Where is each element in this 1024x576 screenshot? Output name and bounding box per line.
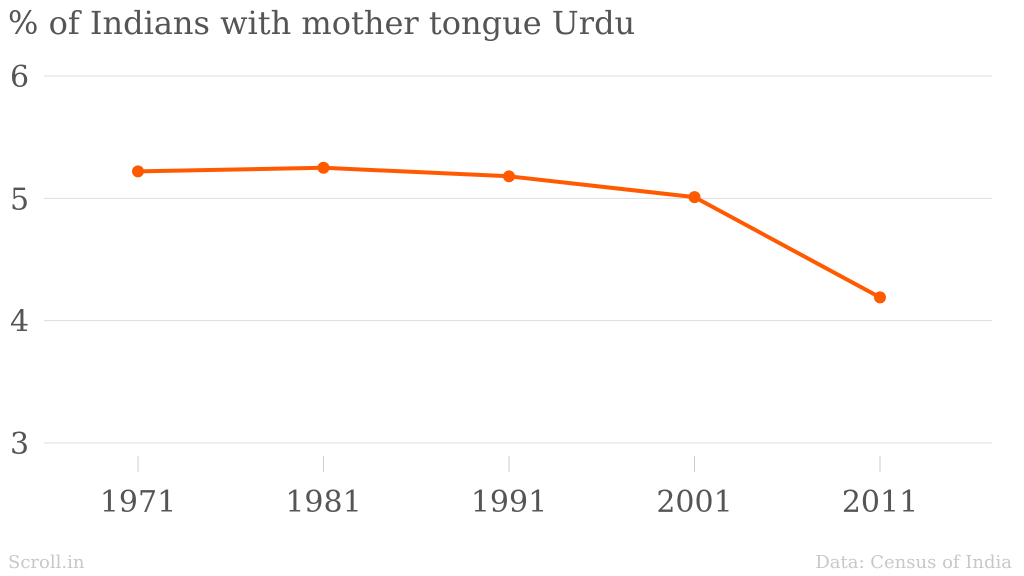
series-line <box>136 165 882 300</box>
x-axis-ticks: 1971 1981 1991 2001 2011 <box>100 456 918 520</box>
data-point <box>503 170 515 183</box>
x-tick-label: 2001 <box>656 485 732 520</box>
y-tick-label: 3 <box>10 427 29 462</box>
data-points <box>132 161 886 304</box>
data-point <box>132 165 144 178</box>
chart-title: % of Indians with mother tongue Urdu <box>8 4 636 42</box>
data-point <box>688 191 701 204</box>
x-tick-label: 2011 <box>842 485 918 520</box>
x-tick-label: 1981 <box>285 485 361 520</box>
source-text: Data: Census of India <box>815 552 1012 573</box>
credit-text: Scroll.in <box>8 552 85 573</box>
data-point <box>317 161 330 174</box>
y-tick-label: 4 <box>10 305 29 340</box>
data-point <box>874 291 886 304</box>
x-tick-label: 1991 <box>471 485 547 520</box>
y-tick-label: 6 <box>10 60 29 95</box>
x-tick-label: 1971 <box>100 485 176 520</box>
gridlines <box>44 75 992 444</box>
y-tick-label: 5 <box>10 182 29 217</box>
y-axis-ticks: 3 4 5 6 <box>10 60 29 462</box>
